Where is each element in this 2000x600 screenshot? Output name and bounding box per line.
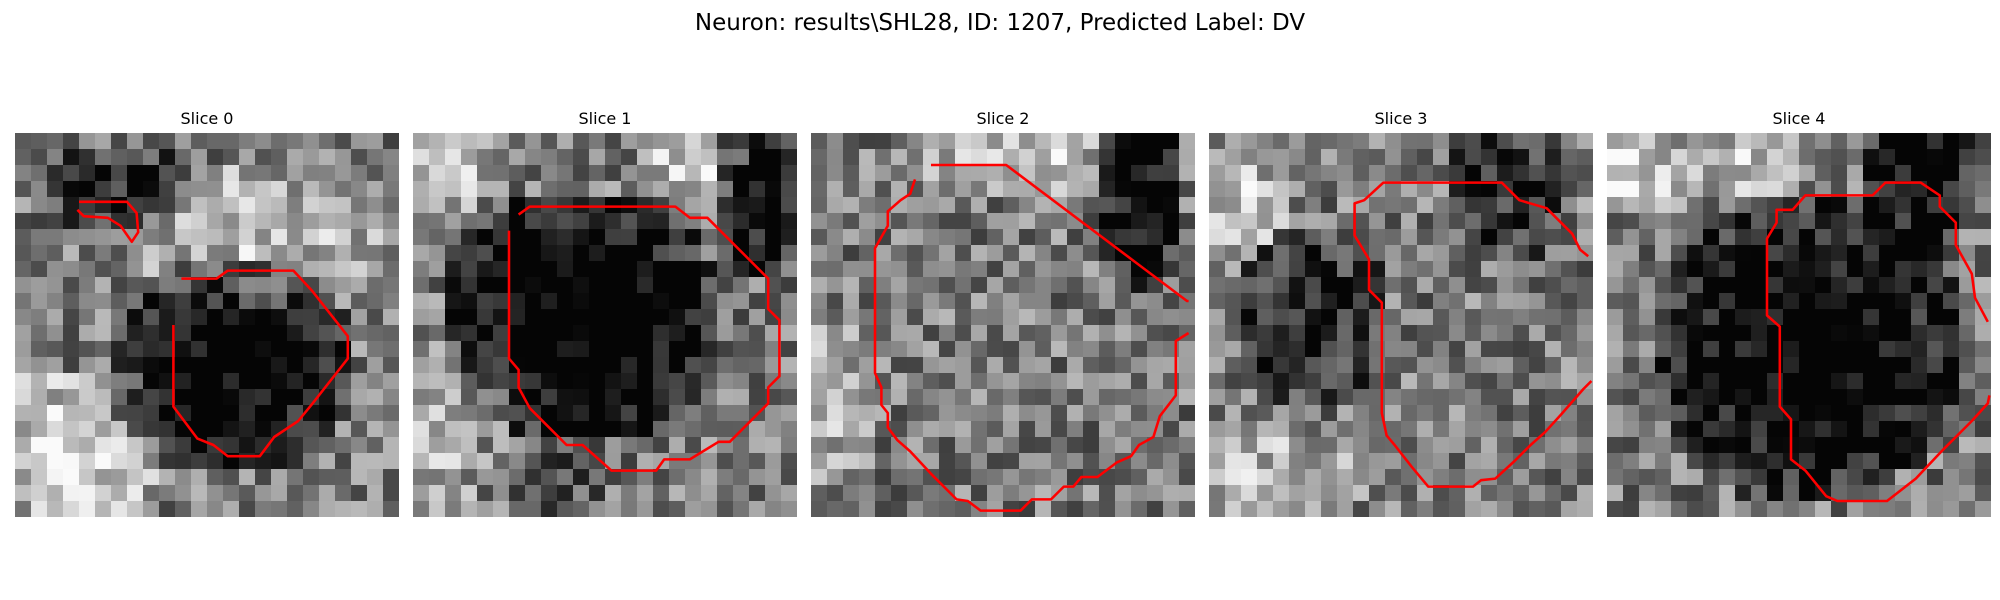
segmentation-contour [873, 178, 1190, 512]
slice-image [15, 133, 399, 517]
segmentation-contour [172, 269, 350, 458]
slice-image [811, 133, 1195, 517]
slice-image [1209, 133, 1593, 517]
slice-title: Slice 2 [976, 109, 1030, 128]
segmentation-contour [1765, 181, 1991, 503]
slice-title: Slice 4 [1772, 109, 1826, 128]
segmentation-contour [931, 163, 1189, 303]
slice-title: Slice 0 [180, 109, 234, 128]
figure-title: Neuron: results\SHL28, ID: 1207, Predict… [694, 10, 1306, 36]
segmentation-contour [1353, 181, 1593, 488]
slice-title: Slice 1 [578, 109, 632, 128]
segmentation-contour [507, 205, 781, 472]
segmentation-contour [76, 200, 140, 244]
slice-title: Slice 3 [1374, 109, 1428, 128]
slice-image [1607, 133, 1991, 517]
slice-image [413, 133, 797, 517]
